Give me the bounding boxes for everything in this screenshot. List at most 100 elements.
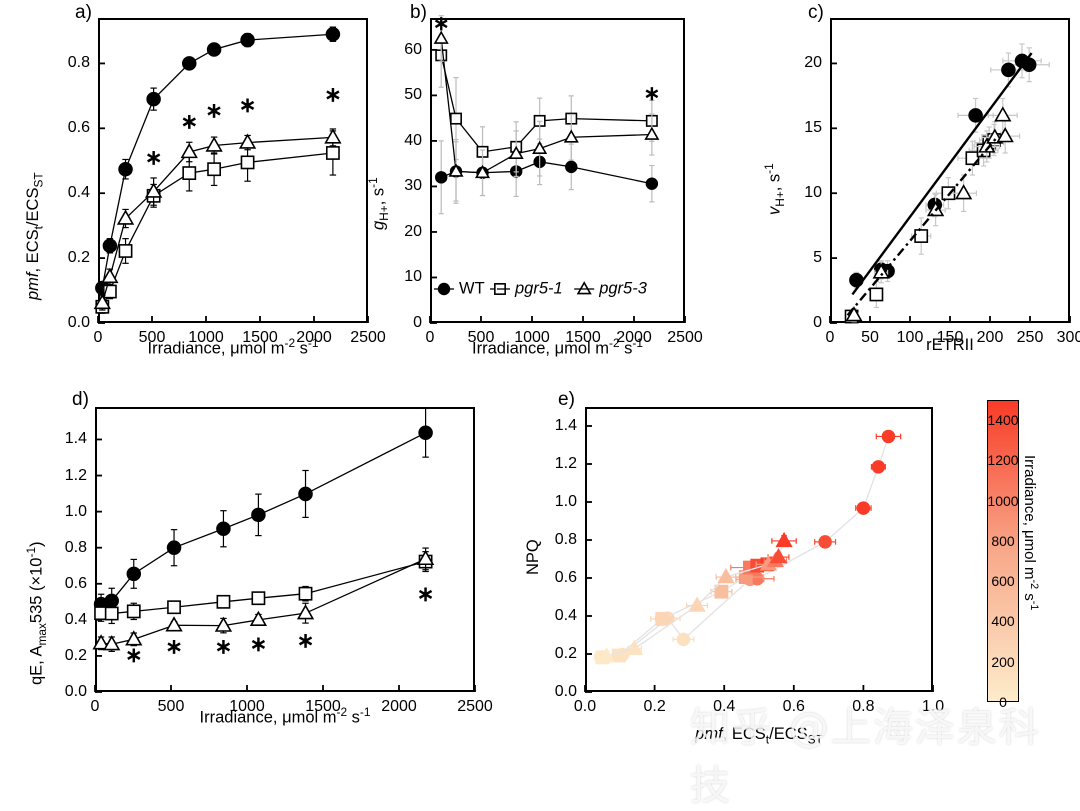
legend-label-pgr5-3: pgr5-3 [598, 279, 648, 297]
panel-e-ytick: 0.6 [554, 569, 577, 586]
panel-c-xtick: 300 [1056, 329, 1080, 346]
axis-ticks [830, 62, 837, 324]
panel-e-ytick: 0.4 [554, 607, 577, 624]
colorbar-tick: 1200 [987, 452, 1019, 469]
axis-ticks [829, 316, 1071, 323]
panel-d-ytick: 0.4 [64, 610, 87, 628]
panel-e-xlabel: pmf, ECSt/ECSST [695, 725, 823, 747]
panel-b-ytick: 20 [404, 222, 422, 240]
panel-e: e) NPQ pmf, ECSt/ECSST 0 200 400 600 800 1000… [500, 385, 1080, 769]
panel-d-xtick: 2000 [381, 698, 417, 715]
panel-c-ytick: 20 [804, 54, 822, 72]
panel-e-ytick: 1.2 [554, 455, 577, 472]
svg-text:∗: ∗ [180, 110, 198, 133]
panel-c-xtick: 100 [896, 329, 924, 346]
panel-c-xlabel: rETRII [926, 336, 974, 354]
panel-b-plotbox [430, 18, 685, 323]
legend-label-pgr5-1: pgr5-1 [514, 279, 563, 297]
panel-b-xlabel: Irradiance, μmol m-2 s-1 [472, 336, 643, 358]
panel-e-xtick: 0.2 [643, 698, 666, 715]
panel-d-ytick: 0.8 [64, 538, 87, 556]
panel-c-xtick: 0 [825, 329, 835, 346]
legend-marker-pgr5-3 [576, 281, 592, 295]
panel-b-xtick: 1500 [565, 329, 601, 346]
panel-d-ytick: 1.2 [64, 466, 87, 484]
svg-text:∗: ∗ [643, 83, 660, 105]
panel-d-ytick: 0.2 [64, 646, 87, 664]
significance-markers: ∗ ∗ ∗ ∗ ∗ [145, 83, 342, 169]
panel-c-label: c) [808, 2, 824, 23]
panel-c-xtick: 200 [976, 329, 1004, 346]
panel-b-legend: WT pgr5-1 pgr5-3 [434, 278, 682, 300]
significance-markers: ∗∗ [433, 13, 660, 105]
panel-c-ytick: 0 [813, 314, 822, 331]
panel-a-ytick: 0.2 [67, 249, 90, 267]
panel-a-ytick: 0.4 [67, 184, 90, 202]
panel-e-ytick: 1.0 [554, 493, 577, 510]
panel-b-ytick: 10 [404, 268, 422, 286]
panel-d-xtick: 2500 [457, 698, 493, 715]
panel-d-plotbox [95, 407, 475, 692]
panel-d-xtick: 500 [157, 698, 185, 715]
panel-e-ytick: 0.2 [554, 645, 577, 662]
colorbar-tick: 400 [991, 613, 1015, 630]
series-WT [435, 138, 659, 215]
series-pgr5-1 [844, 123, 1009, 324]
panel-d-ytick: 0.0 [64, 683, 87, 700]
svg-text:∗: ∗ [165, 636, 183, 659]
panel-e-canvas [584, 425, 934, 693]
svg-text:∗: ∗ [145, 147, 163, 170]
panel-a-canvas: ∗ ∗ ∗ ∗ ∗ [93, 26, 369, 324]
colorbar-tick: 1400 [987, 412, 1019, 429]
panel-d-ytick: 1.4 [64, 430, 87, 448]
series-pgr5-3 [93, 128, 342, 311]
panel-a-label: a) [75, 2, 92, 23]
svg-text:∗: ∗ [250, 633, 268, 656]
panel-c-ytick: 10 [804, 184, 822, 202]
series-WT [93, 407, 433, 615]
panel-d-xtick: 1000 [229, 698, 265, 715]
axis-ticks [585, 425, 592, 693]
panel-d-canvas: ∗ ∗ ∗ ∗ ∗ ∗ [92, 407, 476, 693]
series-pgr5-3 [433, 15, 660, 204]
panel-e-ytick: 0.8 [554, 531, 577, 548]
panel-b-ytick: 60 [404, 40, 422, 58]
series-WT [849, 43, 1050, 289]
panel-a: a) pmf, ECSt/ECSST Irradiance, μmol m-2 … [0, 0, 386, 380]
colorbar-tick: 600 [991, 573, 1015, 590]
axis-ticks [95, 438, 102, 693]
panel-b-xtick: 1000 [514, 329, 550, 346]
panel-a-xtick: 1000 [188, 329, 224, 346]
series-WT [593, 429, 902, 664]
panel-a-xtick: 500 [138, 329, 166, 346]
panel-d-xtick: 0 [90, 698, 100, 715]
panel-e-label: e) [558, 389, 575, 410]
panel-a-xtick: 0 [93, 329, 103, 346]
panel-b-ytick: 40 [404, 131, 422, 149]
panel-a-plotbox [98, 18, 368, 323]
panel-c-ytick: 15 [804, 119, 822, 137]
axis-ticks [584, 685, 934, 692]
panel-c-ytick: 5 [813, 249, 822, 267]
panel-a-xtick: 2500 [350, 329, 386, 346]
panel-b-ytick: 30 [404, 177, 422, 195]
panel-c: c) vH+, s-1 rETRII 0 50 100 150 200 250 300 0 5 1… [700, 0, 1080, 380]
panel-c-xtick: 250 [1016, 329, 1044, 346]
panel-e-ytick: 1.4 [554, 417, 577, 434]
panel-c-xtick: 50 [861, 329, 879, 346]
panel-a-xlabel: Irradiance, μmol m-2 s-1 [147, 336, 319, 358]
fit-WT-fit [851, 52, 1033, 296]
panel-e-xtick: 1.0 [921, 698, 945, 715]
panel-a-ytick: 0.8 [67, 54, 90, 72]
series-pgr5-3 [92, 547, 435, 653]
panel-d-label: d) [72, 389, 89, 410]
panel-e-xtick: 0.4 [713, 698, 736, 715]
panel-d-xlabel: Irradiance, μmol m-2 s-1 [199, 705, 371, 727]
panel-a-ytick: 0.6 [67, 119, 90, 137]
panel-a-ytick: 0.0 [67, 314, 90, 331]
colorbar-title: Irradiance, μmol m-2 s-1 [1021, 455, 1040, 611]
svg-text:∗: ∗ [324, 83, 342, 106]
panel-d-ytick: 0.6 [64, 574, 87, 592]
panel-a-xtick: 1500 [242, 329, 278, 346]
